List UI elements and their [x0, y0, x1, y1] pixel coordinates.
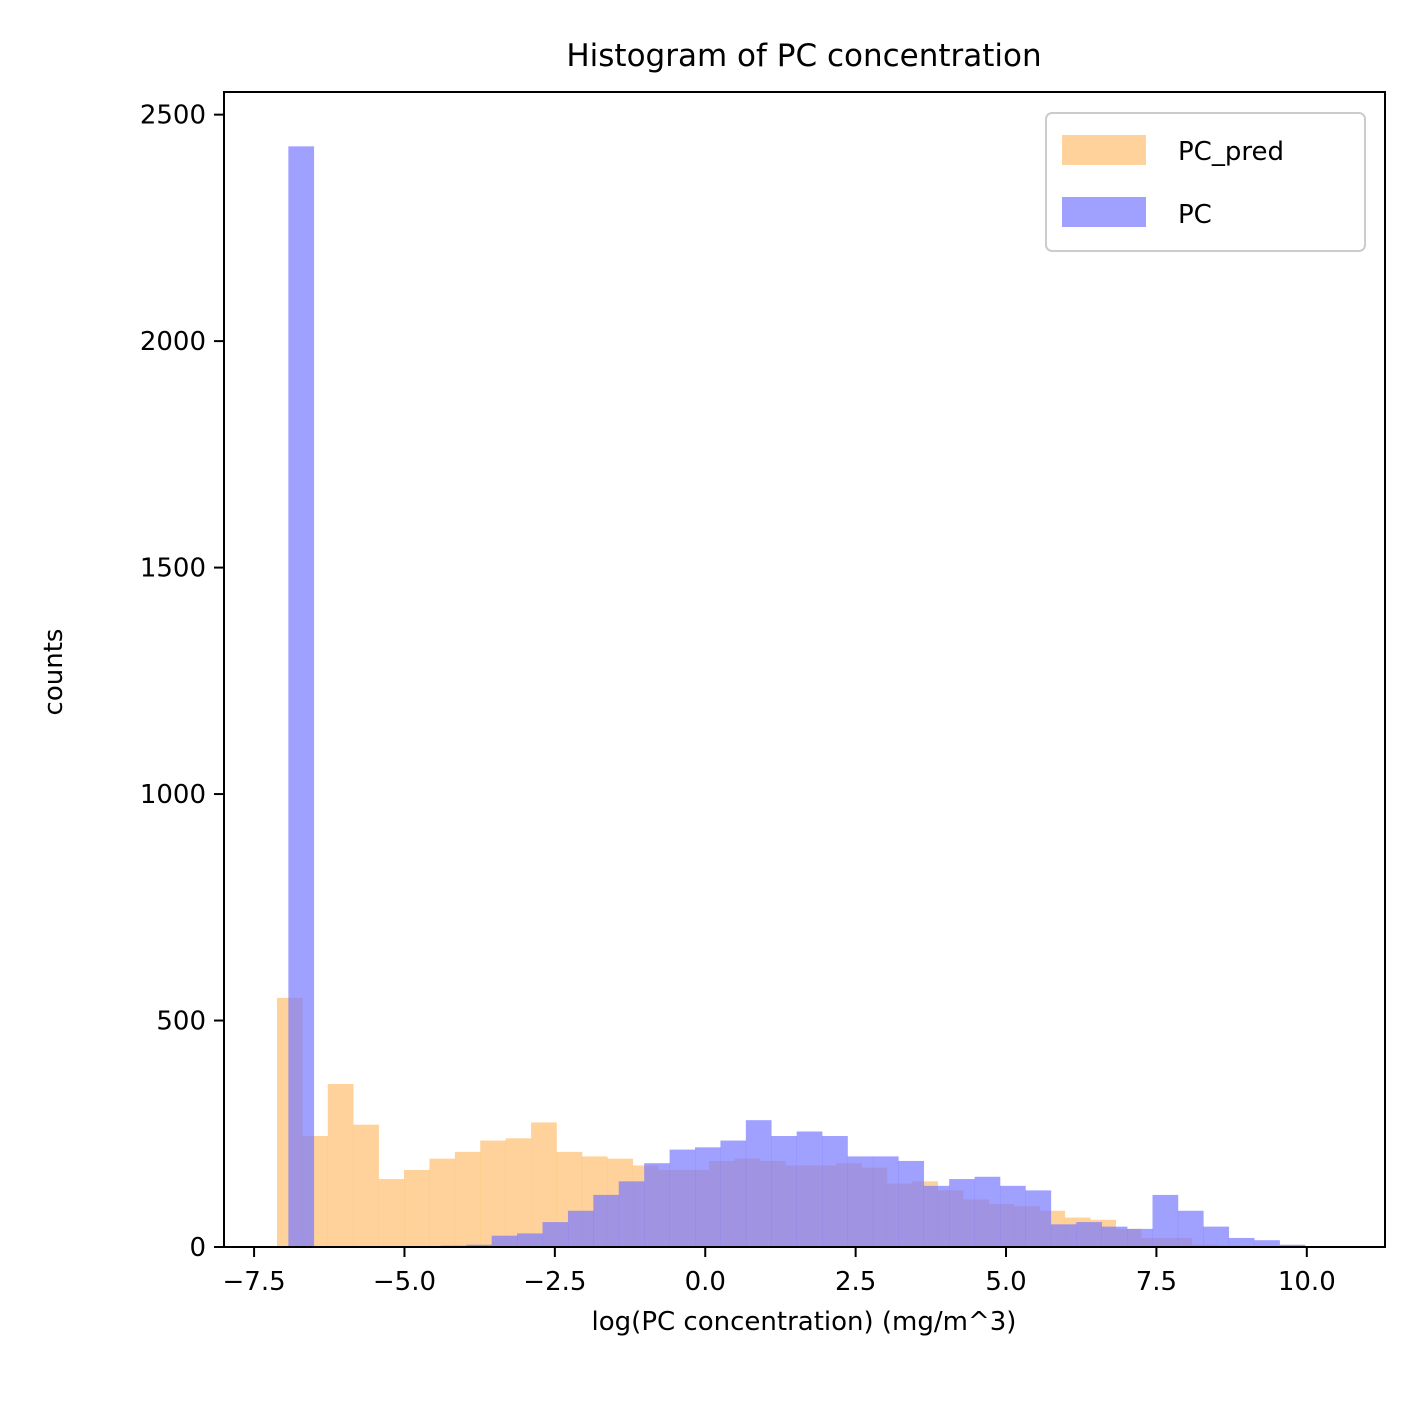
histogram-bar	[822, 1136, 848, 1247]
chart-title: Histogram of PC concentration	[566, 38, 1041, 74]
histogram-bar	[593, 1195, 619, 1247]
histogram-bar	[720, 1141, 746, 1247]
histogram-bar	[670, 1150, 696, 1247]
histogram-bar	[1229, 1238, 1255, 1247]
legend-label-pc-pred: PC_pred	[1178, 137, 1284, 167]
histogram-bar	[1127, 1229, 1153, 1247]
histogram-bar	[480, 1141, 506, 1247]
y-tick-label: 1000	[140, 780, 206, 810]
histogram-bar	[353, 1125, 379, 1247]
histogram-bar	[506, 1138, 532, 1247]
histogram-bar	[644, 1163, 670, 1247]
histogram-bar	[924, 1186, 950, 1247]
histogram-bar	[848, 1156, 874, 1247]
x-axis-ticks: −7.5 −5.0 −2.5 0.0 2.5 5.0 7.5 10.0	[223, 1247, 1336, 1297]
histogram-bar	[1254, 1240, 1280, 1247]
histogram-bar	[455, 1152, 481, 1247]
histogram-bar	[746, 1120, 772, 1247]
y-tick-label: 2000	[140, 327, 206, 357]
histogram-bar	[1051, 1224, 1077, 1247]
series-pc	[288, 146, 1305, 1247]
x-tick-label: 10.0	[1278, 1267, 1336, 1297]
histogram-bar	[1203, 1227, 1229, 1247]
legend-box	[1046, 113, 1365, 251]
histogram-bar	[492, 1236, 518, 1247]
histogram-bar	[568, 1211, 594, 1247]
y-tick-label: 500	[156, 1007, 206, 1037]
plot-frame	[224, 92, 1385, 1247]
legend-label-pc: PC	[1178, 200, 1212, 230]
legend-swatch-pc-pred	[1062, 135, 1146, 165]
bars-layer	[277, 146, 1319, 1247]
y-axis-ticks: 0 500 1000 1500 2000 2500	[140, 101, 224, 1263]
histogram-bar	[898, 1161, 924, 1247]
y-tick-label: 1500	[140, 554, 206, 584]
histogram-bar	[949, 1179, 975, 1247]
y-axis-label: counts	[39, 629, 69, 716]
x-tick-label: −5.0	[373, 1267, 436, 1297]
x-tick-label: 0.0	[685, 1267, 726, 1297]
histogram-bar	[619, 1181, 645, 1247]
histogram-bar	[429, 1159, 455, 1247]
histogram-bar	[1000, 1186, 1026, 1247]
histogram-bar	[975, 1177, 1001, 1247]
y-tick-label: 2500	[140, 101, 206, 131]
histogram-bar	[1152, 1195, 1178, 1247]
x-tick-label: 2.5	[835, 1267, 876, 1297]
histogram-bar	[1025, 1190, 1051, 1247]
histogram-bar	[517, 1233, 543, 1247]
x-axis-label: log(PC concentration) (mg/m^3)	[592, 1307, 1017, 1337]
x-tick-label: −7.5	[223, 1267, 286, 1297]
histogram-bar	[328, 1084, 354, 1247]
histogram-bar	[797, 1132, 823, 1248]
histogram-bar	[404, 1170, 430, 1247]
histogram-bar	[771, 1136, 797, 1247]
histogram-bar	[873, 1156, 899, 1247]
histogram-bar	[543, 1222, 569, 1247]
y-tick-label: 0	[189, 1233, 206, 1263]
histogram-bar	[1178, 1211, 1204, 1247]
histogram-bar	[695, 1147, 721, 1247]
x-tick-label: 7.5	[1136, 1267, 1177, 1297]
histogram-bar	[1076, 1222, 1102, 1247]
histogram-bar	[379, 1179, 405, 1247]
legend-swatch-pc	[1062, 197, 1146, 227]
x-tick-label: −2.5	[523, 1267, 586, 1297]
x-tick-label: 5.0	[985, 1267, 1026, 1297]
histogram-bar	[1102, 1227, 1128, 1247]
legend: PC_pred PC	[1046, 113, 1365, 251]
histogram-bar	[288, 146, 314, 1247]
